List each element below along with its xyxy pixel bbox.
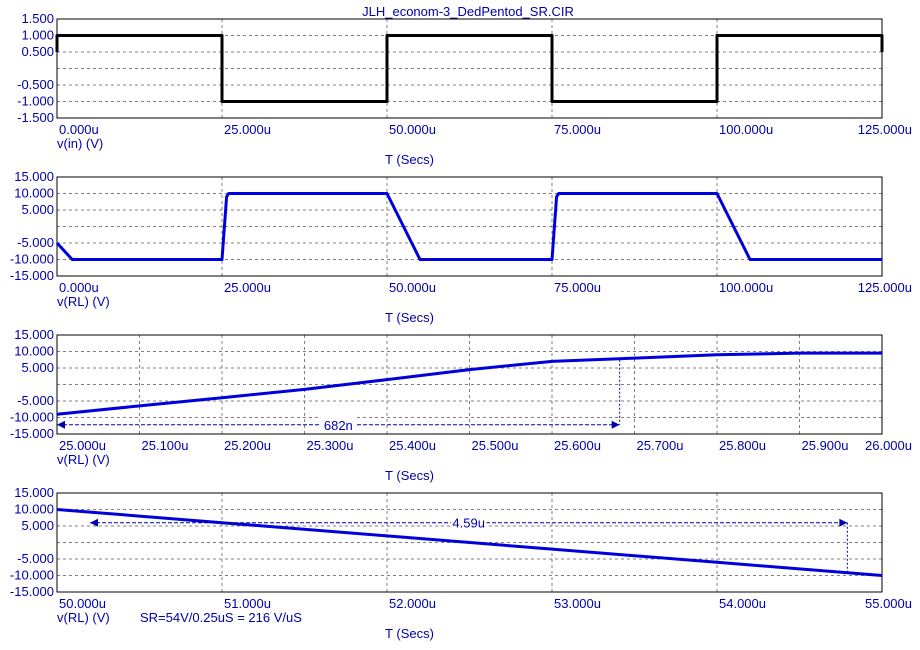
y-tick-label: -10.000 — [10, 410, 54, 425]
plot-frame — [56, 176, 883, 277]
series-line — [56, 508, 883, 577]
x-tick-label: 125.000u — [858, 122, 912, 137]
x-tick-label: 100.000u — [719, 122, 773, 137]
x-tick-label: 53.000u — [554, 596, 601, 611]
measure-arrow-right — [839, 518, 848, 527]
x-tick-label: 25.700u — [637, 438, 684, 453]
x-tick-label: 54.000u — [719, 596, 766, 611]
slew-rate-note: SR=54V/0.25uS = 216 V/uS — [140, 610, 302, 625]
x-tick-label: 55.000u — [865, 596, 912, 611]
y-tick-label: 0.500 — [21, 44, 54, 59]
x-tick-label: 26.000u — [865, 438, 912, 453]
y-tick-label: -1.500 — [17, 110, 54, 125]
series-line — [55, 192, 882, 261]
plot-frame — [56, 18, 883, 119]
y-tick-label: 5.000 — [21, 202, 54, 217]
plot-frame — [56, 492, 883, 593]
x-tick-label: 75.000u — [554, 280, 601, 295]
x-tick-label: 50.000u — [389, 122, 436, 137]
x-axis-label: T (Secs) — [385, 152, 434, 167]
y-tick-label: -1.000 — [17, 94, 54, 109]
x-tick-label: 75.000u — [554, 122, 601, 137]
y-tick-label: 15.000 — [14, 169, 54, 184]
y-tick-label: 5.000 — [21, 360, 54, 375]
y-tick-label: -15.000 — [10, 584, 54, 599]
measure-label: 4.59u — [452, 516, 485, 531]
x-tick-label: 25.100u — [142, 438, 189, 453]
y-tick-label: -10.000 — [10, 252, 54, 267]
x-axis-label: T (Secs) — [385, 468, 434, 483]
x-tick-label: 25.600u — [554, 438, 601, 453]
measure-label-bg — [320, 416, 357, 433]
x-tick-label: 25.300u — [307, 438, 354, 453]
series-line — [56, 351, 882, 416]
measure-label: 682n — [324, 418, 353, 433]
y-tick-label: 15.000 — [14, 485, 54, 500]
y-tick-label: 1.000 — [21, 28, 54, 43]
y-tick-label: -15.000 — [10, 426, 54, 441]
y-tick-label: -5.000 — [17, 551, 54, 566]
x-tick-label: 100.000u — [719, 280, 773, 295]
window-title: JLH_econom-3_DedPentod_SR.CIR — [362, 4, 574, 19]
y-tick-label: -10.000 — [10, 568, 54, 583]
x-tick-label: 51.000u — [224, 596, 271, 611]
x-tick-label: 50.000u — [59, 596, 106, 611]
y-tick-label: 1.500 — [21, 11, 54, 26]
x-tick-label: 25.000u — [59, 438, 106, 453]
measure-arrow-left — [90, 518, 98, 527]
x-tick-label: 52.000u — [389, 596, 436, 611]
x-tick-label: 25.200u — [224, 438, 271, 453]
plot-frame — [56, 334, 883, 435]
y-axis-label: v(RL) (V) — [57, 610, 110, 625]
x-tick-label: 0.000u — [59, 122, 99, 137]
measure-label-bg — [450, 514, 487, 531]
y-tick-label: 10.000 — [14, 344, 54, 359]
x-axis-label: T (Secs) — [385, 626, 434, 641]
y-tick-label: -5.000 — [17, 235, 54, 250]
x-tick-label: 50.000u — [389, 280, 436, 295]
x-tick-label: 125.000u — [858, 280, 912, 295]
y-tick-label: 15.000 — [14, 327, 54, 342]
x-tick-label: 25.400u — [389, 438, 436, 453]
y-tick-label: 10.000 — [14, 502, 54, 517]
series-line — [55, 34, 884, 103]
y-axis-label: v(RL) (V) — [57, 452, 110, 467]
measure-arrow-left — [57, 420, 65, 429]
y-tick-label: 10.000 — [14, 186, 54, 201]
y-tick-label: -15.000 — [10, 268, 54, 283]
y-tick-label: 5.000 — [21, 518, 54, 533]
x-tick-label: 25.000u — [224, 280, 271, 295]
y-tick-label: -0.500 — [17, 77, 54, 92]
y-axis-label: v(in) (V) — [57, 136, 103, 151]
y-axis-label: v(RL) (V) — [57, 294, 110, 309]
x-tick-label: 25.500u — [472, 438, 519, 453]
x-tick-label: 25.900u — [802, 438, 849, 453]
x-axis-label: T (Secs) — [385, 310, 434, 325]
x-tick-label: 0.000u — [59, 280, 99, 295]
measure-arrow-right — [611, 420, 620, 429]
y-tick-label: -5.000 — [17, 393, 54, 408]
x-tick-label: 25.800u — [719, 438, 766, 453]
x-tick-label: 25.000u — [224, 122, 271, 137]
